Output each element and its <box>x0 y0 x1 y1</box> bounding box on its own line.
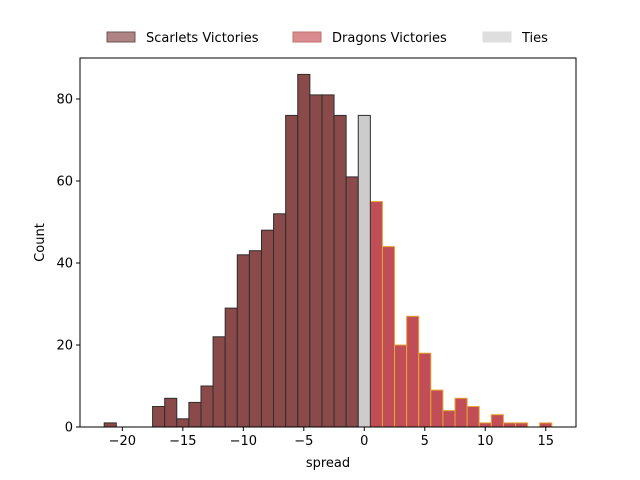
x-tick-label: −10 <box>230 434 257 449</box>
bar-scarlets-victories-0 <box>103 422 117 428</box>
bar-dragons-victories-12 <box>515 422 529 428</box>
bar-scarlets-victories-18 <box>321 94 335 428</box>
legend-label: Dragons Victories <box>332 31 447 46</box>
y-tick-label: 40 <box>56 257 73 272</box>
bar-scarlets-victories-5 <box>164 397 178 428</box>
y-axis-label: Count <box>33 223 48 262</box>
legend: Scarlets Victories Dragons Victories Ties <box>106 31 548 46</box>
bar-scarlets-victories-14 <box>273 213 287 428</box>
plot-frame <box>79 57 577 428</box>
y-tick-label: 60 <box>56 175 73 190</box>
x-tick-label: −15 <box>169 434 196 449</box>
bar-scarlets-victories-19 <box>333 114 347 428</box>
x-tick-label: 10 <box>477 434 494 449</box>
bar-dragons-victories-1 <box>381 246 396 428</box>
bars-layer <box>103 73 553 428</box>
y-tick-label: 80 <box>56 93 73 108</box>
bar-scarlets-victories-20 <box>345 176 359 428</box>
bar-ties-0 <box>357 114 371 428</box>
x-tick-label: 5 <box>421 434 429 449</box>
legend-swatch <box>106 31 136 43</box>
y-tick-label: 0 <box>65 421 73 436</box>
bar-scarlets-victories-11 <box>236 254 250 428</box>
bar-dragons-victories-0 <box>369 201 383 428</box>
legend-label: Scarlets Victories <box>146 31 259 46</box>
x-tick-label: −20 <box>109 434 136 449</box>
legend-label: Ties <box>521 31 548 46</box>
bar-dragons-victories-14 <box>539 422 553 428</box>
y-tick-label: 20 <box>56 339 73 354</box>
bar-dragons-victories-6 <box>442 410 456 428</box>
bar-dragons-victories-5 <box>430 389 444 428</box>
bar-scarlets-victories-17 <box>309 94 323 428</box>
bar-scarlets-victories-10 <box>224 307 238 428</box>
x-tick-label: −5 <box>294 434 313 449</box>
bar-dragons-victories-2 <box>394 344 408 428</box>
bar-scarlets-victories-12 <box>248 250 262 428</box>
y-axis-ticks: 0 20 40 60 80 <box>56 93 80 436</box>
bar-scarlets-victories-13 <box>260 229 275 428</box>
bar-dragons-victories-9 <box>478 422 492 428</box>
legend-swatch <box>482 31 512 43</box>
bar-scarlets-victories-9 <box>212 336 226 428</box>
bar-dragons-victories-10 <box>490 414 504 428</box>
bar-dragons-victories-7 <box>454 397 468 428</box>
bar-scarlets-victories-8 <box>200 385 214 428</box>
legend-swatch <box>292 31 322 43</box>
x-axis-label: spread <box>306 456 350 471</box>
x-tick-label: 0 <box>360 434 368 449</box>
bar-scarlets-victories-7 <box>188 401 202 428</box>
bar-scarlets-victories-15 <box>285 114 299 428</box>
bar-dragons-victories-4 <box>418 352 432 428</box>
bar-dragons-victories-11 <box>502 422 517 428</box>
bar-scarlets-victories-4 <box>152 406 166 428</box>
bar-scarlets-victories-16 <box>297 73 311 428</box>
bar-dragons-victories-8 <box>466 406 480 428</box>
x-axis-ticks: −20 −15 −10 −5 0 5 10 15 <box>109 427 554 449</box>
bar-dragons-victories-3 <box>406 315 420 428</box>
x-tick-label: 15 <box>537 434 554 449</box>
bar-scarlets-victories-6 <box>176 418 190 428</box>
